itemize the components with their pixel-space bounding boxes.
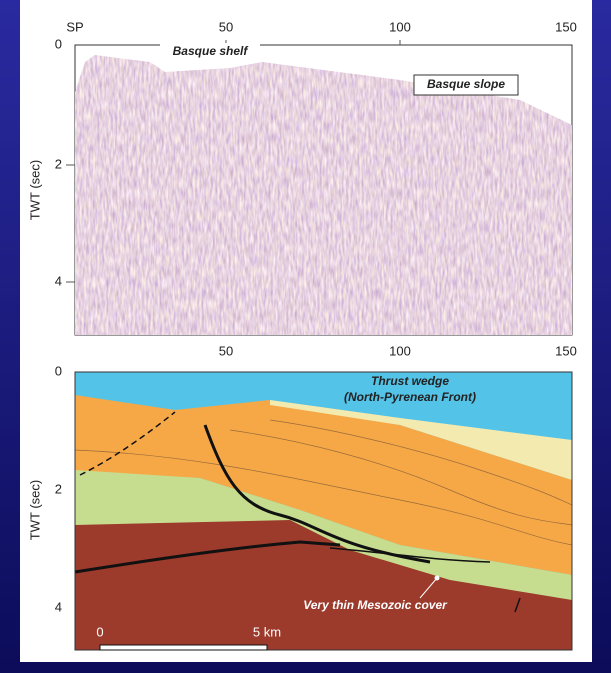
x-tick-label: 50 bbox=[219, 19, 233, 34]
page: {"top_panel": {"shot_point_label": "SP",… bbox=[0, 0, 611, 673]
y-tick-label: 2 bbox=[55, 156, 62, 171]
y-tick-label: 4 bbox=[55, 273, 62, 288]
figure: SP 50 100 150 0 2 4 TWT (sec) Basque she… bbox=[0, 0, 611, 673]
annotation: Very thin Mesozoic cover bbox=[303, 598, 448, 612]
y-tick-label: 2 bbox=[55, 481, 62, 496]
y-tick-label: 4 bbox=[55, 599, 62, 614]
sp-label: SP bbox=[66, 19, 83, 34]
x-tick-label: 150 bbox=[555, 343, 577, 358]
scale-label: 0 bbox=[96, 624, 103, 639]
x-tick-label: 50 bbox=[219, 343, 233, 358]
annotation: (North-Pyrenean Front) bbox=[344, 390, 476, 404]
y-tick-label: 0 bbox=[55, 36, 62, 51]
annotation: Basque shelf bbox=[173, 44, 249, 58]
y-tick-label: 0 bbox=[55, 363, 62, 378]
annotation: Thrust wedge bbox=[371, 374, 449, 388]
y-axis-label: TWT (sec) bbox=[27, 160, 42, 220]
x-tick-label: 100 bbox=[389, 343, 411, 358]
x-tick-label: 150 bbox=[555, 19, 577, 34]
scale-bar bbox=[100, 645, 267, 650]
annotation: Basque slope bbox=[427, 77, 505, 91]
scale-label: 5 km bbox=[253, 624, 281, 639]
y-axis-label: TWT (sec) bbox=[27, 480, 42, 540]
x-tick-label: 100 bbox=[389, 19, 411, 34]
